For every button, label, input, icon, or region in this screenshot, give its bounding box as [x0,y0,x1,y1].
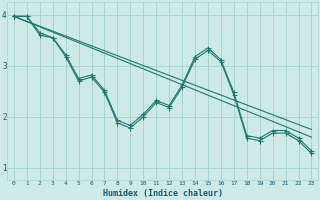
X-axis label: Humidex (Indice chaleur): Humidex (Indice chaleur) [103,189,223,198]
